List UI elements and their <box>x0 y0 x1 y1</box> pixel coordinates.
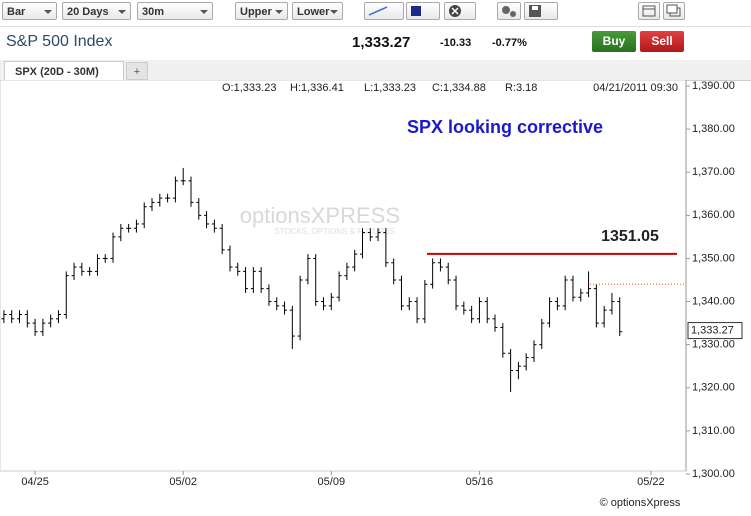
y-tick-label: 1,350.00 <box>692 252 735 264</box>
save-button[interactable] <box>524 2 558 20</box>
watermark: optionsXPRESS <box>240 203 400 228</box>
y-tick-label: 1,370.00 <box>692 166 735 178</box>
draw-tool-button[interactable] <box>364 2 404 20</box>
icon <box>529 5 541 17</box>
quote-title: S&P 500 Index <box>6 33 113 50</box>
icon <box>449 5 461 17</box>
tab[interactable]: SPX (20D - 30M) <box>4 61 124 81</box>
x-tick-label: 05/09 <box>318 476 346 488</box>
y-tick-label: 1,390.00 <box>692 80 735 92</box>
y-tick-label: 1,320.00 <box>692 382 735 394</box>
icon <box>502 6 516 17</box>
window-button[interactable] <box>638 2 660 20</box>
chart: optionsXPRESS STOCKS, OPTIONS & FUTURES … <box>0 80 743 509</box>
watermark-sub: STOCKS, OPTIONS & FUTURES <box>274 227 395 236</box>
ohlc-stat: O:1,333.23 <box>222 82 276 94</box>
color-button[interactable] <box>406 2 440 20</box>
period-dropdown[interactable]: 20 Days <box>62 2 131 20</box>
chart-type-dropdown[interactable]: Bar <box>2 2 57 20</box>
last-price: 1,333.27 <box>352 34 411 51</box>
ohlc-stat: L:1,333.23 <box>364 82 416 94</box>
upper-dropdown[interactable]: Upper <box>235 2 288 20</box>
plot-area <box>0 80 687 472</box>
change: -10.33 <box>440 37 472 49</box>
x-tick-label: 05/22 <box>637 476 665 488</box>
icon <box>368 6 388 16</box>
timestamp: 04/21/2011 09:30 <box>593 82 678 94</box>
add-tab[interactable]: + <box>126 62 148 80</box>
divider <box>0 26 751 27</box>
icon <box>666 4 681 17</box>
ohlc-stat: H:1,336.41 <box>290 82 344 94</box>
change-pct: -0.77% <box>492 37 527 49</box>
ohlc-stat: C:1,334.88 <box>432 82 486 94</box>
resistance-label: 1351.05 <box>601 228 659 245</box>
y-tick-label: 1,340.00 <box>692 295 735 307</box>
y-tick-label: 1,300.00 <box>692 468 735 480</box>
last-price-label: 1,333.27 <box>691 324 734 336</box>
annotation: SPX looking corrective <box>407 117 603 137</box>
sell-button[interactable]: Sell <box>640 31 684 52</box>
delete-button[interactable] <box>444 2 476 20</box>
ohlc-stat: R:3.18 <box>505 82 537 94</box>
icon <box>411 6 421 16</box>
credit: © optionsXpress <box>600 497 681 509</box>
y-tick-label: 1,330.00 <box>692 339 735 351</box>
x-tick-label: 05/16 <box>466 476 494 488</box>
icon <box>642 5 656 17</box>
x-tick-label: 05/02 <box>169 476 197 488</box>
y-tick-label: 1,380.00 <box>692 123 735 135</box>
y-tick-label: 1,310.00 <box>692 425 735 437</box>
interval-dropdown[interactable]: 30m <box>137 2 213 20</box>
y-tick-label: 1,360.00 <box>692 209 735 221</box>
buy-button[interactable]: Buy <box>592 31 636 52</box>
x-tick-label: 04/25 <box>21 476 49 488</box>
lower-dropdown[interactable]: Lower <box>292 2 343 20</box>
settings-button[interactable] <box>497 2 521 20</box>
popout-button[interactable] <box>663 2 685 20</box>
last-price-box <box>687 322 743 340</box>
